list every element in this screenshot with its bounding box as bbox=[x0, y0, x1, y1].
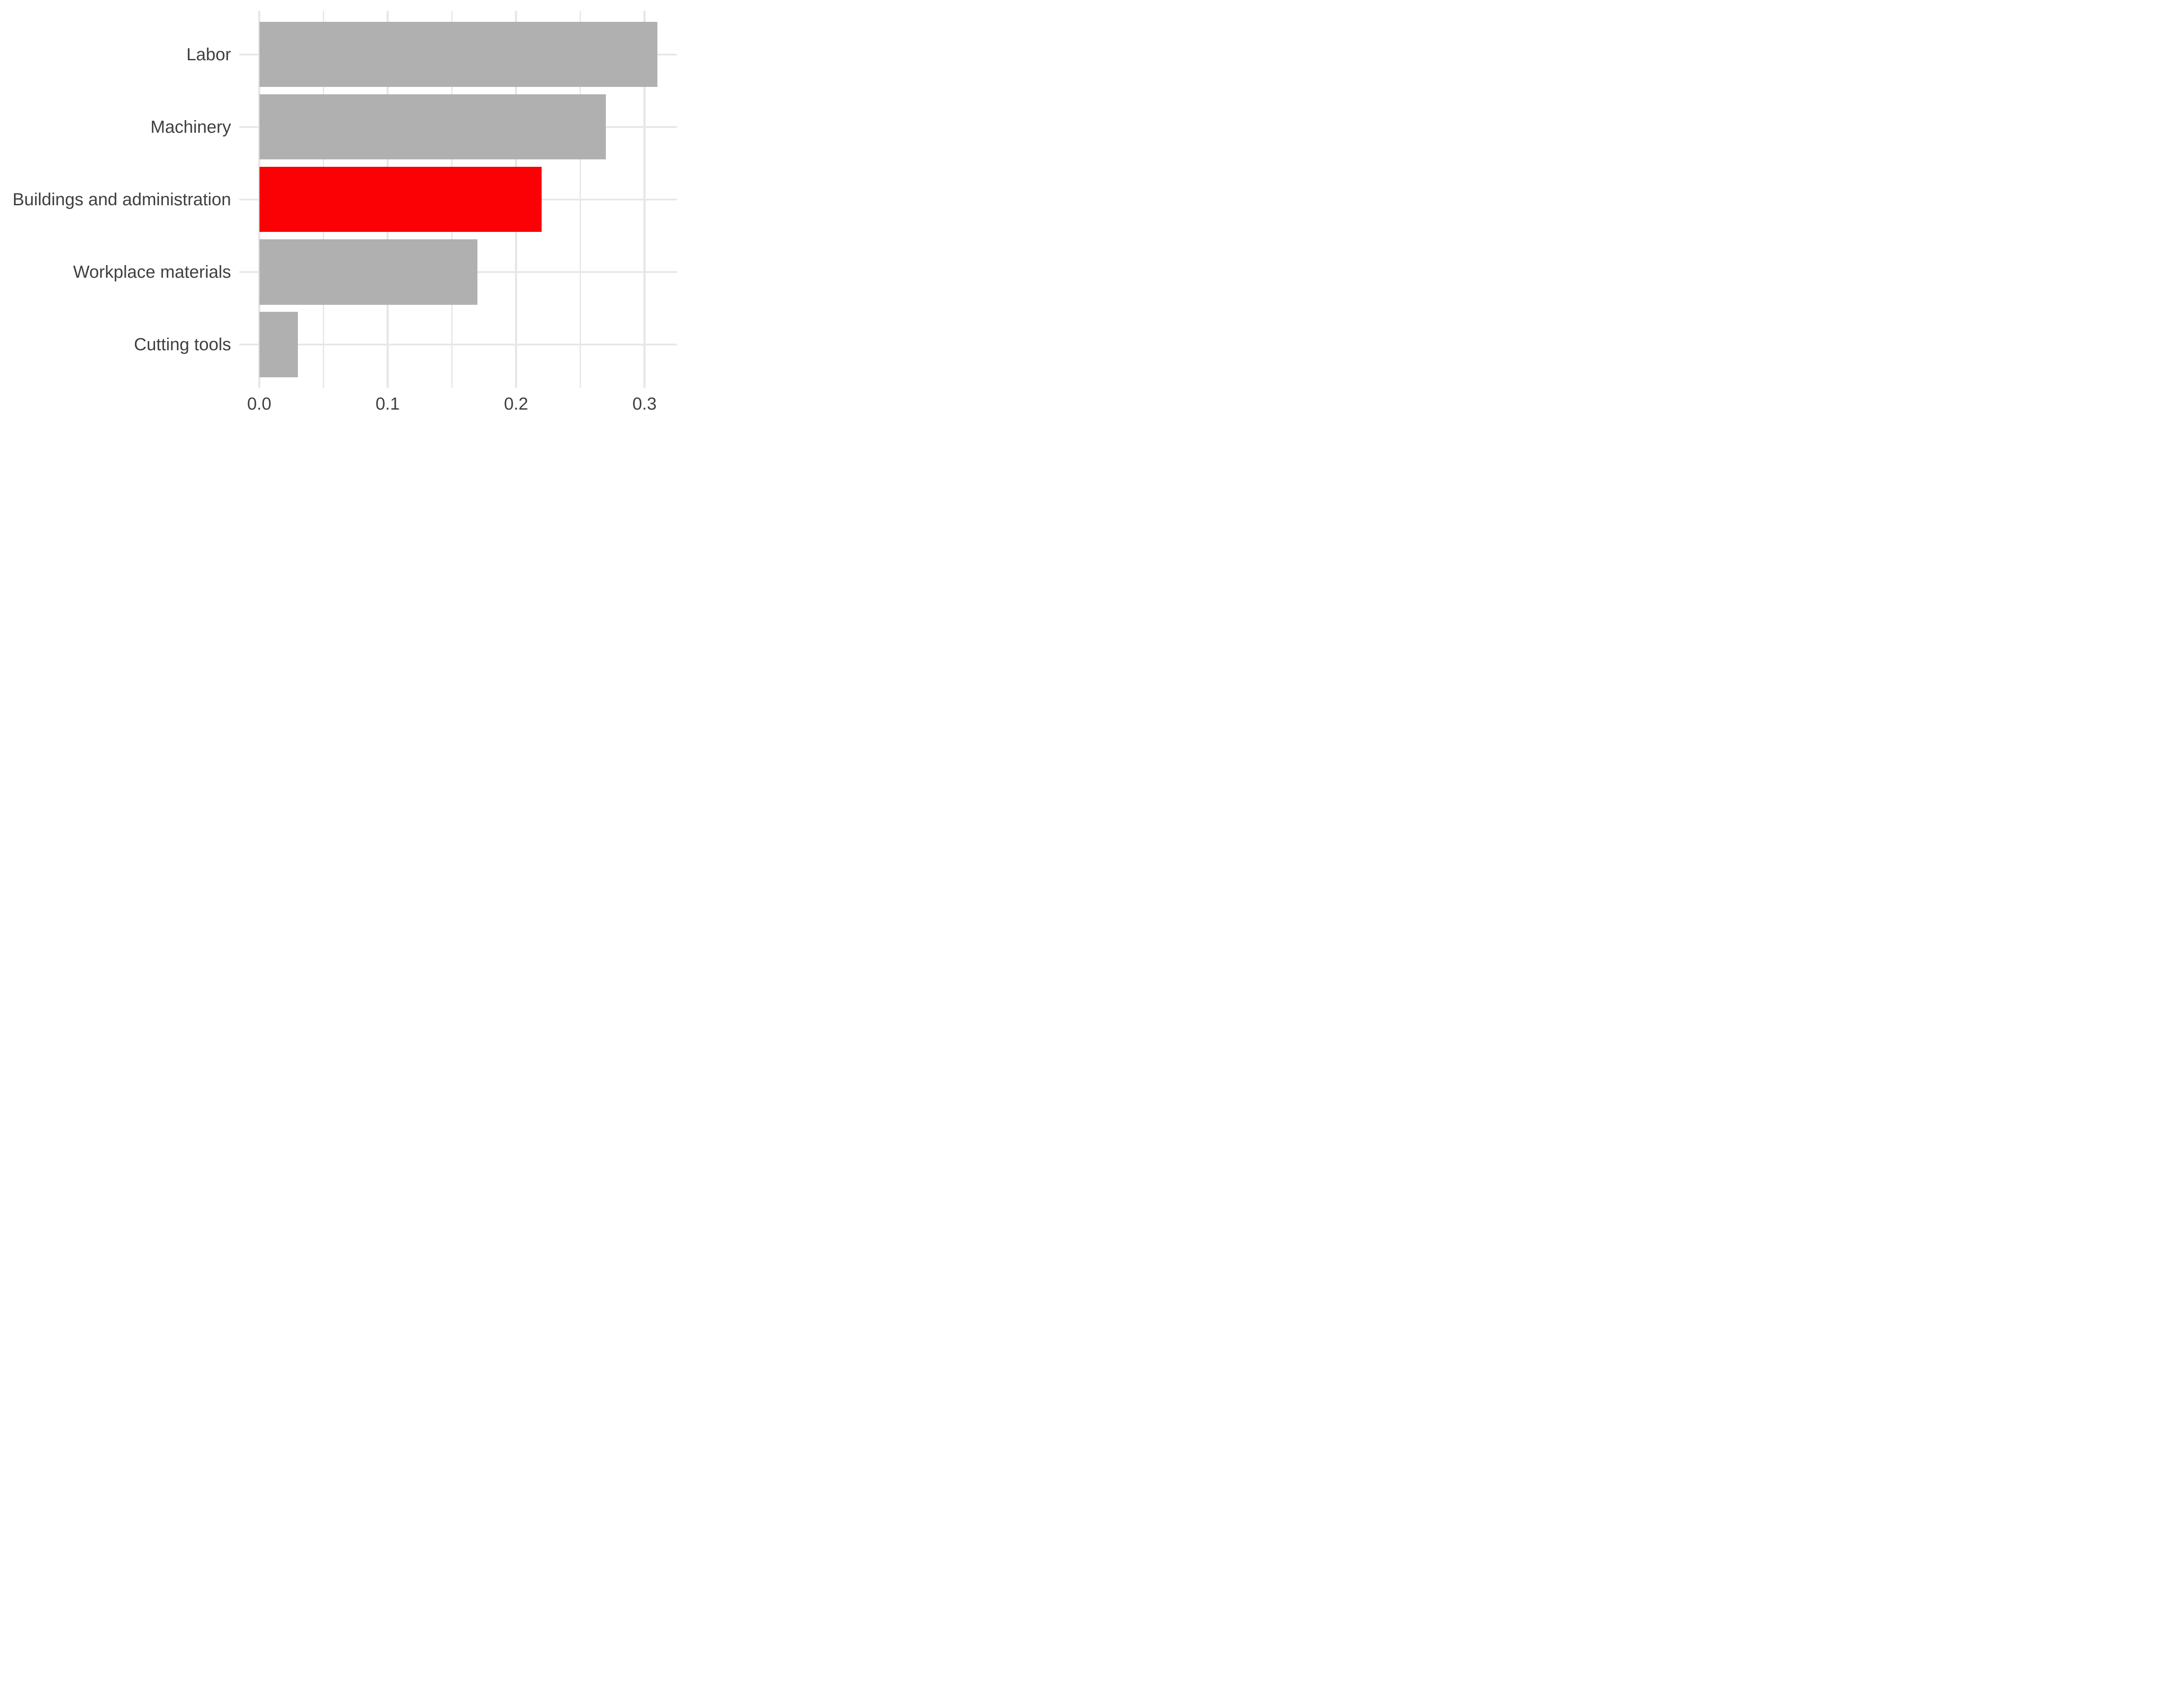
x-tick-label-0-1: 0.1 bbox=[375, 394, 400, 414]
gridline-y-major bbox=[239, 343, 677, 345]
y-tick-label-workplace-materials: Workplace materials bbox=[73, 262, 231, 282]
y-tick-label-cutting-tools: Cutting tools bbox=[134, 334, 231, 354]
plot-panel bbox=[239, 11, 677, 388]
x-tick-label-0-2: 0.2 bbox=[504, 394, 529, 414]
y-tick-label-labor: Labor bbox=[186, 45, 231, 64]
bar-labor bbox=[259, 21, 657, 87]
x-tick-label-0-0: 0.0 bbox=[247, 394, 272, 414]
x-tick-label-0-3: 0.3 bbox=[632, 394, 657, 414]
y-tick-label-machinery: Machinery bbox=[150, 117, 231, 137]
bar-buildings-and-administration bbox=[259, 166, 542, 232]
bar-cutting-tools bbox=[259, 312, 298, 377]
y-tick-label-buildings-and-administration: Buildings and administration bbox=[12, 190, 231, 209]
bar-machinery bbox=[259, 94, 606, 160]
bar-workplace-materials bbox=[259, 239, 478, 305]
horizontal-bar-chart: Labor Machinery Buildings and administrati… bbox=[0, 0, 688, 425]
